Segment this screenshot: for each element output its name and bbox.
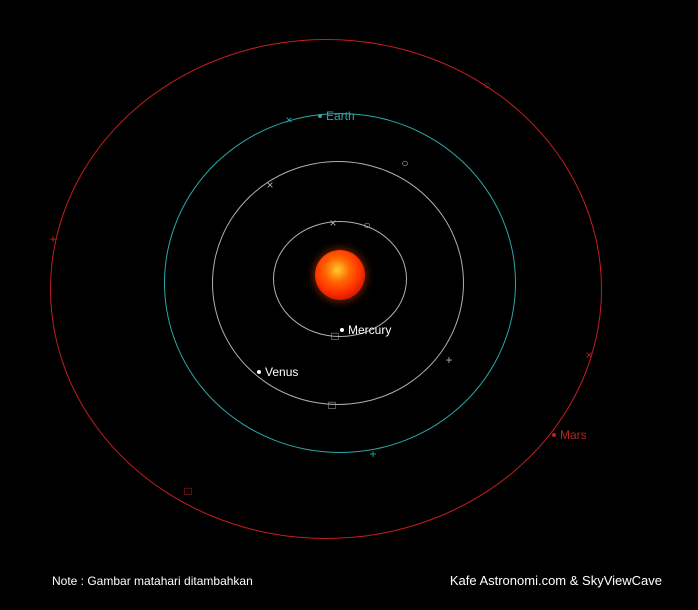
orbit-marker: × [266, 178, 273, 192]
venus-label: Venus [265, 365, 298, 379]
mars-label: Mars [560, 428, 587, 442]
earth-label: Earth [326, 109, 355, 123]
orbit-marker: ○ [483, 78, 490, 92]
earth-dot [318, 114, 322, 118]
orbit-canvas: × ○ × × ○ □ + □ + □ ○ × + Mercury Venus Earth Mars [0, 0, 698, 610]
orbit-marker: □ [328, 398, 335, 412]
orbit-marker: + [369, 447, 376, 461]
mercury-label: Mercury [348, 323, 391, 337]
orbit-marker: ○ [401, 156, 408, 170]
orbit-marker: × [329, 216, 336, 230]
orbit-marker: ○ [363, 218, 370, 232]
venus-dot [257, 370, 261, 374]
mercury-dot [340, 328, 344, 332]
orbit-marker: □ [331, 329, 338, 343]
orbit-marker: × [285, 113, 292, 127]
footer-note: Note : Gambar matahari ditambahkan [52, 574, 253, 588]
footer-credit: Kafe Astronomi.com & SkyViewCave [450, 573, 662, 588]
orbit-marker: × [585, 348, 592, 362]
orbit-marker: + [445, 353, 452, 367]
sun-icon [315, 250, 365, 300]
orbit-marker: + [49, 232, 56, 246]
mars-dot [552, 433, 556, 437]
orbit-marker: □ [184, 484, 191, 498]
